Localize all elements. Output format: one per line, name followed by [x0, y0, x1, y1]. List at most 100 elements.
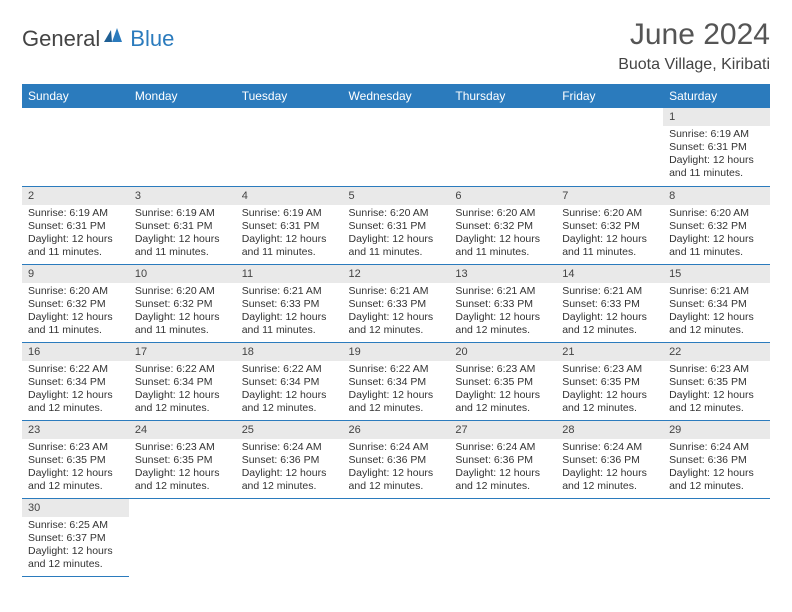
- day-content: Sunrise: 6:23 AMSunset: 6:35 PMDaylight:…: [449, 361, 556, 419]
- calendar-day: 1Sunrise: 6:19 AMSunset: 6:31 PMDaylight…: [663, 108, 770, 186]
- calendar-day: 15Sunrise: 6:21 AMSunset: 6:34 PMDayligh…: [663, 264, 770, 342]
- day-content: Sunrise: 6:22 AMSunset: 6:34 PMDaylight:…: [129, 361, 236, 419]
- weekday-header: Monday: [129, 84, 236, 108]
- day-content: Sunrise: 6:23 AMSunset: 6:35 PMDaylight:…: [556, 361, 663, 419]
- calendar-day: 5Sunrise: 6:20 AMSunset: 6:31 PMDaylight…: [343, 186, 450, 264]
- day-number: 19: [343, 343, 450, 361]
- page-title: June 2024: [618, 18, 770, 52]
- calendar-empty: [22, 108, 129, 186]
- day-content: Sunrise: 6:19 AMSunset: 6:31 PMDaylight:…: [129, 205, 236, 263]
- day-content: Sunrise: 6:24 AMSunset: 6:36 PMDaylight:…: [663, 439, 770, 497]
- day-number: 18: [236, 343, 343, 361]
- calendar-day: 3Sunrise: 6:19 AMSunset: 6:31 PMDaylight…: [129, 186, 236, 264]
- day-content: Sunrise: 6:22 AMSunset: 6:34 PMDaylight:…: [22, 361, 129, 419]
- calendar-row: 2Sunrise: 6:19 AMSunset: 6:31 PMDaylight…: [22, 186, 770, 264]
- day-number: 11: [236, 265, 343, 283]
- calendar-empty: [663, 498, 770, 576]
- calendar-body: 1Sunrise: 6:19 AMSunset: 6:31 PMDaylight…: [22, 108, 770, 576]
- calendar-day: 24Sunrise: 6:23 AMSunset: 6:35 PMDayligh…: [129, 420, 236, 498]
- day-number: 10: [129, 265, 236, 283]
- day-number: 22: [663, 343, 770, 361]
- calendar-day: 22Sunrise: 6:23 AMSunset: 6:35 PMDayligh…: [663, 342, 770, 420]
- calendar-empty: [556, 108, 663, 186]
- calendar-day: 30Sunrise: 6:25 AMSunset: 6:37 PMDayligh…: [22, 498, 129, 576]
- calendar-empty: [236, 498, 343, 576]
- day-content: Sunrise: 6:24 AMSunset: 6:36 PMDaylight:…: [236, 439, 343, 497]
- day-content: Sunrise: 6:19 AMSunset: 6:31 PMDaylight:…: [663, 126, 770, 184]
- calendar-table: SundayMondayTuesdayWednesdayThursdayFrid…: [22, 84, 770, 577]
- day-number: 17: [129, 343, 236, 361]
- flag-icon: [104, 28, 126, 51]
- day-number: 24: [129, 421, 236, 439]
- calendar-empty: [449, 498, 556, 576]
- calendar-empty: [449, 108, 556, 186]
- weekday-header: Wednesday: [343, 84, 450, 108]
- day-number: 16: [22, 343, 129, 361]
- weekday-header-row: SundayMondayTuesdayWednesdayThursdayFrid…: [22, 84, 770, 108]
- day-number: 4: [236, 187, 343, 205]
- day-number: 3: [129, 187, 236, 205]
- day-number: 29: [663, 421, 770, 439]
- calendar-day: 27Sunrise: 6:24 AMSunset: 6:36 PMDayligh…: [449, 420, 556, 498]
- calendar-day: 6Sunrise: 6:20 AMSunset: 6:32 PMDaylight…: [449, 186, 556, 264]
- calendar-day: 9Sunrise: 6:20 AMSunset: 6:32 PMDaylight…: [22, 264, 129, 342]
- calendar-empty: [236, 108, 343, 186]
- calendar-day: 8Sunrise: 6:20 AMSunset: 6:32 PMDaylight…: [663, 186, 770, 264]
- day-number: 13: [449, 265, 556, 283]
- day-content: Sunrise: 6:19 AMSunset: 6:31 PMDaylight:…: [22, 205, 129, 263]
- calendar-day: 11Sunrise: 6:21 AMSunset: 6:33 PMDayligh…: [236, 264, 343, 342]
- weekday-header: Friday: [556, 84, 663, 108]
- day-content: Sunrise: 6:21 AMSunset: 6:33 PMDaylight:…: [556, 283, 663, 341]
- day-number: 23: [22, 421, 129, 439]
- weekday-header: Sunday: [22, 84, 129, 108]
- day-number: 9: [22, 265, 129, 283]
- calendar-day: 4Sunrise: 6:19 AMSunset: 6:31 PMDaylight…: [236, 186, 343, 264]
- day-number: 30: [22, 499, 129, 517]
- day-number: 2: [22, 187, 129, 205]
- calendar-row: 23Sunrise: 6:23 AMSunset: 6:35 PMDayligh…: [22, 420, 770, 498]
- calendar-day: 10Sunrise: 6:20 AMSunset: 6:32 PMDayligh…: [129, 264, 236, 342]
- day-number: 6: [449, 187, 556, 205]
- day-number: 27: [449, 421, 556, 439]
- day-number: 5: [343, 187, 450, 205]
- day-number: 20: [449, 343, 556, 361]
- weekday-header: Tuesday: [236, 84, 343, 108]
- day-content: Sunrise: 6:21 AMSunset: 6:33 PMDaylight:…: [449, 283, 556, 341]
- day-content: Sunrise: 6:20 AMSunset: 6:31 PMDaylight:…: [343, 205, 450, 263]
- calendar-day: 25Sunrise: 6:24 AMSunset: 6:36 PMDayligh…: [236, 420, 343, 498]
- day-content: Sunrise: 6:21 AMSunset: 6:33 PMDaylight:…: [236, 283, 343, 341]
- calendar-day: 26Sunrise: 6:24 AMSunset: 6:36 PMDayligh…: [343, 420, 450, 498]
- day-number: 14: [556, 265, 663, 283]
- calendar-day: 17Sunrise: 6:22 AMSunset: 6:34 PMDayligh…: [129, 342, 236, 420]
- day-number: 1: [663, 108, 770, 126]
- day-content: Sunrise: 6:21 AMSunset: 6:34 PMDaylight:…: [663, 283, 770, 341]
- day-content: Sunrise: 6:21 AMSunset: 6:33 PMDaylight:…: [343, 283, 450, 341]
- day-content: Sunrise: 6:23 AMSunset: 6:35 PMDaylight:…: [22, 439, 129, 497]
- day-content: Sunrise: 6:24 AMSunset: 6:36 PMDaylight:…: [343, 439, 450, 497]
- brand-logo: General Blue: [22, 26, 174, 52]
- day-content: Sunrise: 6:20 AMSunset: 6:32 PMDaylight:…: [449, 205, 556, 263]
- location: Buota Village, Kiribati: [618, 56, 770, 74]
- calendar-row: 16Sunrise: 6:22 AMSunset: 6:34 PMDayligh…: [22, 342, 770, 420]
- calendar-day: 19Sunrise: 6:22 AMSunset: 6:34 PMDayligh…: [343, 342, 450, 420]
- calendar-day: 14Sunrise: 6:21 AMSunset: 6:33 PMDayligh…: [556, 264, 663, 342]
- calendar-day: 16Sunrise: 6:22 AMSunset: 6:34 PMDayligh…: [22, 342, 129, 420]
- calendar-day: 29Sunrise: 6:24 AMSunset: 6:36 PMDayligh…: [663, 420, 770, 498]
- calendar-day: 7Sunrise: 6:20 AMSunset: 6:32 PMDaylight…: [556, 186, 663, 264]
- weekday-header: Saturday: [663, 84, 770, 108]
- day-content: Sunrise: 6:23 AMSunset: 6:35 PMDaylight:…: [129, 439, 236, 497]
- calendar-row: 9Sunrise: 6:20 AMSunset: 6:32 PMDaylight…: [22, 264, 770, 342]
- calendar-empty: [343, 498, 450, 576]
- day-content: Sunrise: 6:20 AMSunset: 6:32 PMDaylight:…: [22, 283, 129, 341]
- calendar-day: 21Sunrise: 6:23 AMSunset: 6:35 PMDayligh…: [556, 342, 663, 420]
- day-content: Sunrise: 6:20 AMSunset: 6:32 PMDaylight:…: [663, 205, 770, 263]
- brand-blue: Blue: [130, 26, 174, 52]
- title-block: June 2024 Buota Village, Kiribati: [618, 18, 770, 74]
- calendar-empty: [556, 498, 663, 576]
- day-number: 28: [556, 421, 663, 439]
- day-content: Sunrise: 6:23 AMSunset: 6:35 PMDaylight:…: [663, 361, 770, 419]
- day-content: Sunrise: 6:22 AMSunset: 6:34 PMDaylight:…: [236, 361, 343, 419]
- calendar-day: 18Sunrise: 6:22 AMSunset: 6:34 PMDayligh…: [236, 342, 343, 420]
- day-content: Sunrise: 6:25 AMSunset: 6:37 PMDaylight:…: [22, 517, 129, 575]
- day-content: Sunrise: 6:20 AMSunset: 6:32 PMDaylight:…: [129, 283, 236, 341]
